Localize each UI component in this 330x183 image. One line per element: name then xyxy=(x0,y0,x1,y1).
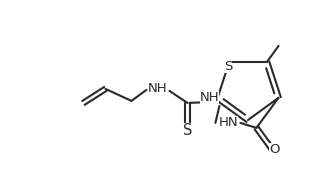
Text: S: S xyxy=(183,123,192,138)
Text: HN: HN xyxy=(218,116,238,129)
Text: NH: NH xyxy=(148,82,167,95)
Text: NH: NH xyxy=(200,91,219,104)
Text: S: S xyxy=(224,60,232,73)
Text: O: O xyxy=(269,143,280,156)
